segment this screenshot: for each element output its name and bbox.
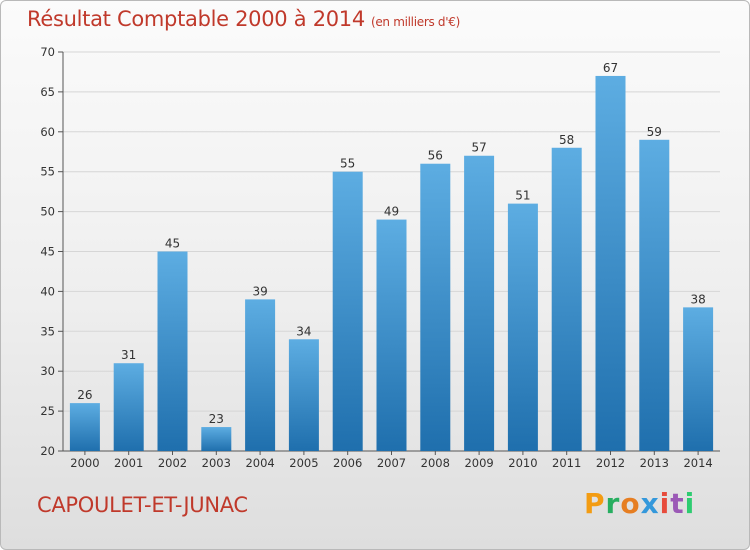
commune-name: CAPOULET-ET-JUNAC — [37, 493, 248, 517]
x-tick-label-2000: 2000 — [70, 456, 99, 470]
value-label-2010: 51 — [515, 189, 530, 203]
y-tick-label: 50 — [40, 205, 55, 219]
y-tick-label: 35 — [40, 324, 55, 338]
value-label-2000: 26 — [77, 388, 92, 402]
logo-letter: x — [640, 487, 660, 520]
logo-letter: t — [670, 487, 685, 520]
y-tick-label: 20 — [40, 444, 55, 458]
x-tick-label-2005: 2005 — [289, 456, 318, 470]
x-tick-label-2004: 2004 — [245, 456, 274, 470]
y-tick-label: 70 — [40, 45, 55, 59]
proxiti-logo: Proxiti — [584, 487, 695, 520]
bar-2003 — [201, 427, 232, 451]
y-tick-label: 25 — [40, 404, 55, 418]
bar-2012 — [595, 75, 626, 451]
value-label-2004: 39 — [252, 284, 267, 298]
bar-2004 — [245, 299, 276, 451]
bar-2014 — [683, 307, 714, 451]
y-tick-label: 40 — [40, 284, 55, 298]
x-tick-label-2002: 2002 — [158, 456, 187, 470]
bar-2007 — [376, 219, 407, 451]
value-label-2012: 67 — [603, 61, 618, 75]
x-tick-label-2009: 2009 — [464, 456, 493, 470]
logo-letter: P — [584, 487, 606, 520]
x-tick-label-2001: 2001 — [114, 456, 143, 470]
bar-2000 — [69, 403, 100, 451]
bar-2010 — [507, 203, 538, 451]
bar-2001 — [113, 363, 144, 451]
x-tick-label-2006: 2006 — [333, 456, 362, 470]
x-tick-label-2008: 2008 — [421, 456, 450, 470]
value-label-2007: 49 — [384, 205, 399, 219]
chart-title: Résultat Comptable 2000 à 2014 (en millie… — [27, 7, 460, 31]
value-label-2008: 56 — [428, 149, 443, 163]
logo-letter: r — [605, 487, 621, 520]
value-label-2006: 55 — [340, 157, 355, 171]
bar-2011 — [551, 147, 582, 451]
bar-layer: 26 31 45 23 39 34 55 49 56 57 51 58 67 59 38 — [69, 61, 714, 452]
value-label-2002: 45 — [165, 237, 180, 251]
bar-2008 — [420, 163, 451, 451]
x-tick-label-2014: 2014 — [683, 456, 712, 470]
bar-2006 — [332, 171, 363, 451]
bar-2013 — [639, 139, 670, 451]
value-label-2009: 57 — [471, 141, 486, 155]
x-tick-label-2007: 2007 — [377, 456, 406, 470]
x-tick-label-2012: 2012 — [596, 456, 625, 470]
value-label-2011: 58 — [559, 133, 574, 147]
chart-subtitle: (en milliers d'€) — [370, 15, 460, 29]
y-tick-label: 55 — [40, 165, 55, 179]
x-tick-label-2011: 2011 — [552, 456, 581, 470]
x-tick-label-2013: 2013 — [640, 456, 669, 470]
bar-2002 — [157, 251, 188, 451]
y-tick-label: 30 — [40, 364, 55, 378]
value-label-2013: 59 — [647, 125, 662, 139]
bar-2005 — [288, 339, 319, 451]
logo-letter: o — [620, 487, 641, 520]
logo-letter: i — [659, 487, 671, 520]
x-tick-label-2010: 2010 — [508, 456, 537, 470]
bar-2009 — [464, 155, 495, 452]
value-label-2001: 31 — [121, 348, 136, 362]
logo-letter: i — [684, 487, 696, 520]
x-tick-label-2003: 2003 — [202, 456, 231, 470]
chart-title-text: Résultat Comptable 2000 à 2014 — [27, 7, 365, 31]
y-tick-label: 65 — [40, 85, 55, 99]
y-tick-label: 45 — [40, 245, 55, 259]
value-label-2014: 38 — [690, 292, 705, 306]
value-label-2003: 23 — [209, 412, 224, 426]
value-label-2005: 34 — [296, 324, 311, 338]
y-tick-label: 60 — [40, 125, 55, 139]
